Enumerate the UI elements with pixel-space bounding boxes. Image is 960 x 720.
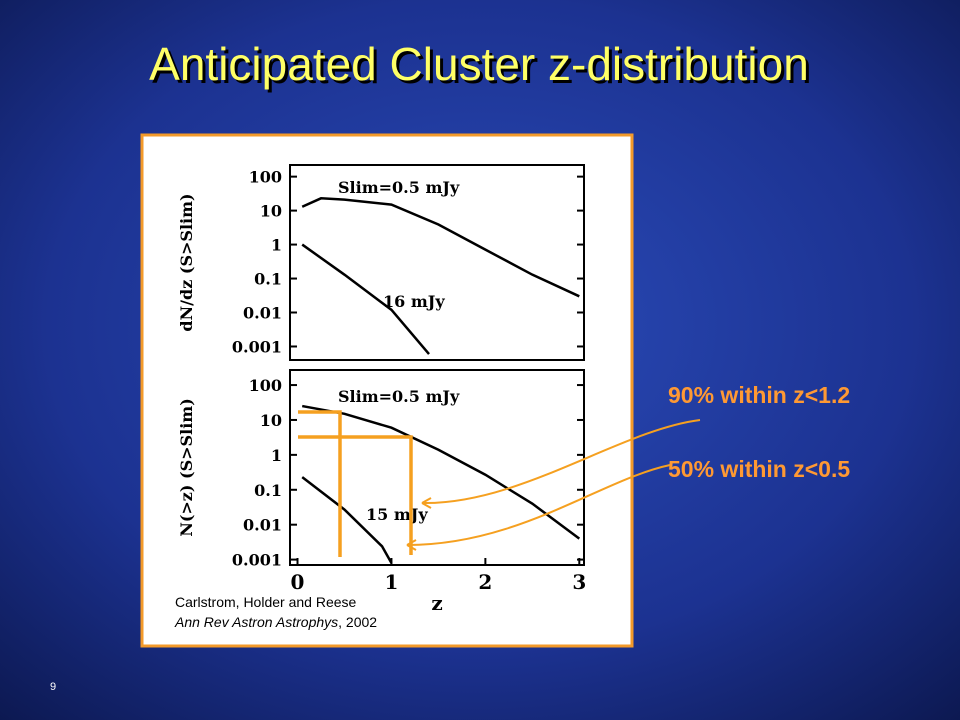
- title: Anticipated Cluster z-distribution: [149, 38, 809, 90]
- figure-frame: [140, 133, 634, 648]
- x-tick-label: 1: [384, 570, 398, 594]
- y-tick-label: 1: [271, 236, 282, 255]
- arrows: [406, 419, 701, 551]
- curve: [301, 197, 580, 298]
- page-number: 9: [50, 681, 56, 693]
- credit-journal: Ann Rev Astron Astrophys: [174, 614, 338, 630]
- curve-label: Slim=0.5 mJy: [338, 178, 460, 197]
- curve-label: 15 mJy: [366, 505, 428, 524]
- y-tick-label: 100: [249, 376, 282, 395]
- guide-90: [298, 435, 413, 555]
- title-shadow: Anticipated Cluster z-distribution: [152, 41, 812, 93]
- y-tick-label: 0.01: [243, 304, 282, 323]
- y-tick-label: 100: [249, 168, 282, 187]
- plot-frame: [289, 164, 585, 361]
- y-tick-label: 0.001: [232, 551, 282, 570]
- guides: [298, 410, 413, 557]
- y-axis-label: N(>z) (S>Slim): [177, 398, 196, 537]
- x-axis-label: z: [431, 591, 442, 615]
- x-tick-label: 3: [572, 570, 586, 594]
- arrow: [421, 419, 701, 505]
- x-tick-label: 0: [291, 570, 305, 594]
- y-tick-label: 10: [260, 411, 282, 430]
- credit-authors: Carlstrom, Holder and Reese: [175, 594, 357, 610]
- curve: [301, 476, 393, 564]
- curve: [301, 243, 430, 355]
- y-tick-label: 0.1: [254, 270, 282, 289]
- y-axis-label: dN/dz (S>Slim): [177, 193, 196, 331]
- note: 50% within z<0.5: [668, 456, 850, 482]
- x-tick-label: 2: [478, 570, 492, 594]
- plot-frame: [289, 369, 585, 566]
- note: 90% within z<1.2: [668, 382, 850, 408]
- curve: [301, 404, 581, 540]
- curve-label: 16 mJy: [383, 292, 445, 311]
- curve-label: Slim=0.5 mJy: [338, 387, 460, 406]
- arrow-head: [421, 497, 432, 509]
- guide-50: [298, 410, 342, 557]
- y-tick-label: 1: [271, 446, 282, 465]
- y-tick-label: 10: [260, 202, 282, 221]
- y-tick-label: 0.001: [232, 337, 282, 356]
- credit-year: , 2002: [338, 614, 377, 630]
- arrow: [406, 464, 671, 546]
- y-tick-label: 0.1: [254, 481, 282, 500]
- arrow-head: [406, 539, 417, 551]
- credit-source: Ann Rev Astron Astrophys, 2002: [174, 614, 377, 630]
- y-tick-label: 0.01: [243, 516, 282, 535]
